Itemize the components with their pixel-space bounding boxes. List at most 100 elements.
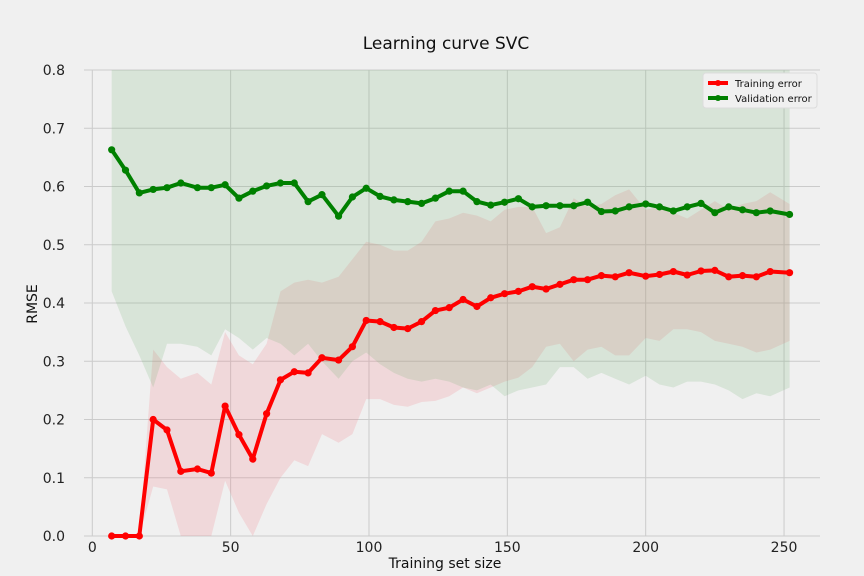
point-validation bbox=[570, 202, 578, 210]
x-tick-label: 0 bbox=[88, 540, 97, 556]
point-training bbox=[766, 267, 774, 276]
point-validation bbox=[221, 181, 229, 189]
point-validation bbox=[376, 192, 384, 201]
point-validation bbox=[655, 203, 664, 211]
y-tick-label: 0.6 bbox=[43, 180, 65, 196]
y-axis-label: RMSE bbox=[25, 284, 41, 324]
point-training bbox=[431, 306, 439, 315]
point-training bbox=[785, 269, 794, 277]
point-validation bbox=[235, 194, 243, 202]
point-validation bbox=[431, 194, 439, 202]
point-validation bbox=[108, 146, 116, 154]
point-training bbox=[276, 376, 285, 384]
point-validation bbox=[193, 184, 202, 192]
y-tick-label: 0.3 bbox=[43, 354, 65, 370]
point-validation bbox=[334, 212, 343, 220]
point-training bbox=[207, 469, 215, 477]
point-training bbox=[221, 402, 229, 410]
point-training bbox=[193, 465, 202, 473]
point-training bbox=[263, 410, 271, 418]
point-validation bbox=[752, 209, 760, 217]
y-tick-label: 0.2 bbox=[43, 413, 65, 429]
y-tick-label: 0.5 bbox=[43, 238, 65, 254]
point-validation bbox=[362, 184, 370, 192]
point-training bbox=[348, 343, 356, 351]
legend-marker-validation bbox=[715, 95, 721, 101]
x-axis-label: Training set size bbox=[388, 556, 502, 572]
point-training bbox=[556, 280, 564, 288]
point-validation bbox=[459, 187, 467, 195]
legend-box bbox=[702, 72, 818, 109]
point-training bbox=[304, 369, 312, 377]
point-validation bbox=[276, 179, 285, 187]
point-validation bbox=[542, 202, 550, 210]
point-training bbox=[177, 467, 185, 475]
point-validation bbox=[348, 193, 356, 201]
y-tick-label: 0.1 bbox=[43, 471, 65, 487]
point-validation bbox=[417, 199, 426, 207]
point-validation bbox=[611, 207, 619, 215]
point-training bbox=[318, 354, 326, 362]
point-training bbox=[683, 271, 691, 279]
point-validation bbox=[669, 207, 677, 215]
point-training bbox=[235, 431, 243, 439]
point-validation bbox=[785, 210, 794, 219]
point-validation bbox=[487, 201, 495, 209]
legend: Training error Validation error bbox=[702, 72, 818, 109]
point-training bbox=[752, 273, 760, 281]
chart-title: Learning curve SVC bbox=[363, 34, 530, 54]
point-validation bbox=[249, 187, 257, 195]
point-training bbox=[249, 455, 257, 463]
x-tick-label: 50 bbox=[222, 540, 240, 556]
point-validation bbox=[528, 203, 536, 211]
point-validation bbox=[683, 203, 691, 211]
point-training bbox=[583, 276, 592, 284]
point-validation bbox=[473, 198, 481, 206]
point-training bbox=[445, 304, 453, 312]
point-validation bbox=[318, 191, 326, 199]
point-training bbox=[725, 273, 733, 281]
point-validation bbox=[177, 179, 185, 187]
point-validation bbox=[697, 199, 705, 207]
point-validation bbox=[404, 198, 412, 206]
point-training bbox=[135, 532, 143, 540]
point-training bbox=[404, 325, 412, 333]
point-training bbox=[542, 285, 550, 293]
point-training bbox=[642, 272, 650, 280]
x-tick-label: 200 bbox=[632, 540, 659, 556]
point-training bbox=[121, 532, 130, 540]
point-training bbox=[528, 283, 536, 291]
point-training bbox=[500, 290, 509, 298]
y-tick-label: 0.4 bbox=[43, 296, 65, 312]
point-validation bbox=[135, 189, 143, 197]
point-training bbox=[711, 266, 719, 274]
point-validation bbox=[149, 185, 157, 194]
point-training bbox=[514, 287, 523, 295]
point-validation bbox=[445, 187, 453, 195]
point-training bbox=[611, 273, 619, 281]
y-tick-label: 0.8 bbox=[43, 63, 65, 79]
point-training bbox=[473, 302, 481, 311]
legend-label-training: Training error bbox=[734, 79, 803, 90]
x-tick-label: 150 bbox=[494, 540, 521, 556]
point-training bbox=[334, 356, 343, 364]
point-training bbox=[669, 267, 677, 276]
point-validation bbox=[597, 207, 606, 216]
point-training bbox=[697, 267, 705, 275]
point-training bbox=[459, 295, 467, 304]
point-training bbox=[108, 532, 116, 540]
point-validation bbox=[514, 195, 523, 203]
point-validation bbox=[207, 184, 215, 192]
legend-label-validation: Validation error bbox=[735, 94, 813, 105]
point-validation bbox=[500, 198, 509, 206]
tick-labels: 0 50 100 150 200 250 0.0 0.1 0.2 0.3 0.4 0.5 0.6 0.7 0… bbox=[43, 63, 798, 556]
legend-marker-training bbox=[715, 80, 721, 86]
point-validation bbox=[121, 166, 130, 174]
point-training bbox=[390, 323, 398, 332]
point-validation bbox=[738, 206, 747, 214]
point-training bbox=[655, 270, 664, 279]
point-training bbox=[149, 415, 157, 424]
y-tick-label: 0.0 bbox=[43, 529, 65, 545]
